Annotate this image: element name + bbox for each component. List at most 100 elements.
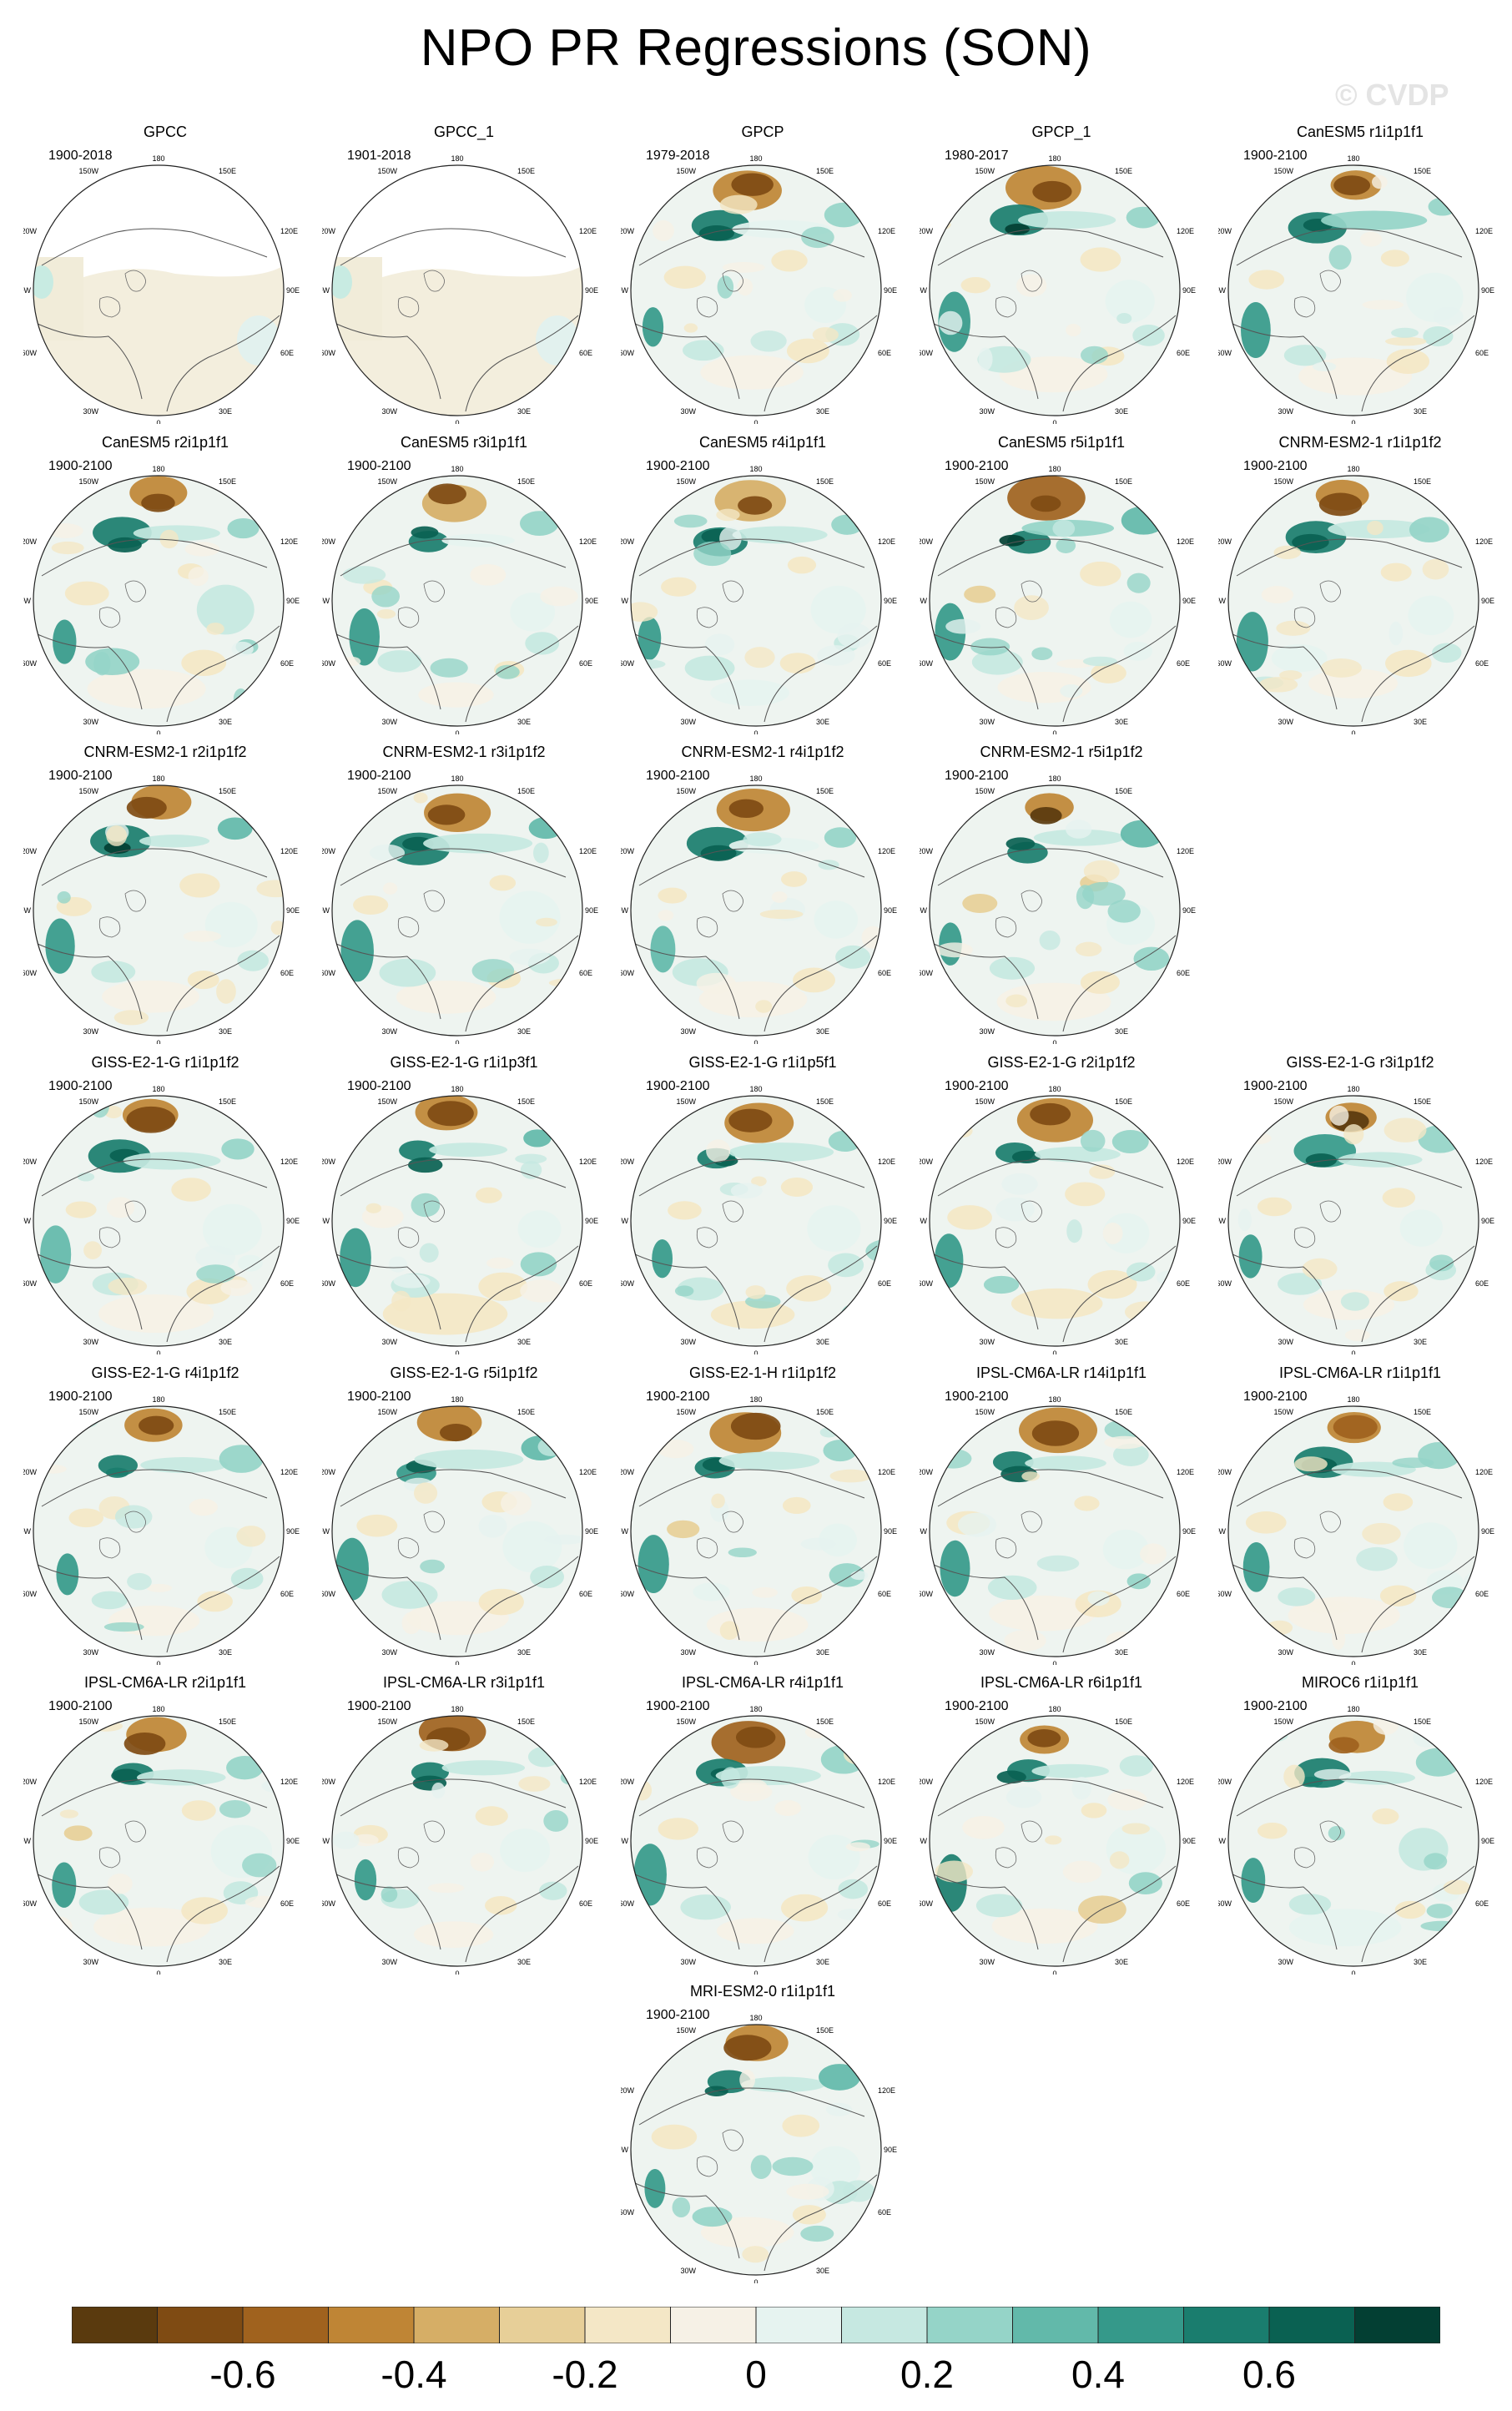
longitude-label: 180 — [1347, 1395, 1359, 1404]
colorbar-swatch — [1012, 2307, 1099, 2343]
longitude-label: 180 — [749, 1705, 762, 1713]
longitude-label: 30W — [680, 1958, 696, 1966]
longitude-label: 150E — [1115, 1408, 1132, 1416]
longitude-label: 60W — [920, 349, 933, 357]
longitude-label: 60E — [878, 349, 891, 357]
panel-period: 1900-2100 — [347, 1699, 411, 1713]
longitude-label: 60W — [23, 1279, 37, 1288]
polar-map: 180 150W 150E 120W 120E 90W 90E 60W 60E 30W 30E 0 — [621, 1705, 897, 1975]
longitude-label: 90W — [322, 597, 330, 605]
map-panel: MIROC6 r1i1p1f1 180 150W 150E 120W 120E 90W 90E… — [1218, 1674, 1502, 1975]
longitude-label: 0 — [156, 1349, 160, 1354]
longitude-label: 60E — [1475, 1279, 1489, 1288]
longitude-label: 0 — [156, 1970, 160, 1975]
map-panel: GISS-E2-1-H r1i1p1f2 180 150W 150E 120W 120E 9… — [621, 1364, 905, 1665]
longitude-label: 90W — [322, 286, 330, 295]
longitude-label: 60W — [322, 969, 335, 977]
longitude-label: 60E — [280, 349, 294, 357]
longitude-label: 120W — [621, 847, 635, 855]
longitude-label: 0 — [1052, 1660, 1056, 1665]
longitude-label: 60W — [920, 1590, 933, 1598]
longitude-label: 90E — [286, 906, 300, 915]
longitude-label: 120W — [920, 847, 934, 855]
longitude-label: 150W — [1273, 167, 1293, 175]
panel-title: IPSL-CM6A-LR r4i1p1f1 — [681, 1674, 844, 1691]
longitude-label: 30E — [1115, 718, 1128, 726]
longitude-label: 90W — [322, 1837, 330, 1845]
longitude-label: 0 — [1052, 1970, 1056, 1975]
polar-map: 180 150W 150E 120W 120E 90W 90E 60W 60E 30W 30E 0 — [920, 774, 1196, 1044]
longitude-label: 60W — [621, 1279, 634, 1288]
panel-period: 1900-2100 — [646, 769, 710, 783]
map-panel: IPSL-CM6A-LR r2i1p1f1 180 150W 150E 120W 120E… — [23, 1674, 307, 1975]
longitude-label: 120W — [920, 1468, 934, 1476]
longitude-label: 90W — [621, 2146, 628, 2154]
longitude-label: 120E — [280, 1468, 298, 1476]
longitude-label: 90E — [1481, 1837, 1494, 1845]
longitude-label: 60E — [1177, 1899, 1190, 1908]
longitude-label: 150W — [676, 1717, 696, 1726]
longitude-label: 90W — [920, 286, 927, 295]
longitude-label: 30W — [381, 1648, 397, 1657]
longitude-label: 150E — [816, 477, 834, 486]
longitude-label: 60W — [920, 1279, 933, 1288]
polar-map: 180 150W 150E 120W 120E 90W 90E 60W 60E 30W 30E 0 — [1218, 1085, 1494, 1354]
longitude-label: 90E — [585, 1527, 598, 1536]
longitude-label: 150E — [517, 1717, 535, 1726]
longitude-label: 60E — [280, 969, 294, 977]
longitude-label: 150W — [1273, 1717, 1293, 1726]
longitude-label: 90E — [884, 1527, 897, 1536]
longitude-label: 180 — [749, 1395, 762, 1404]
longitude-label: 90E — [1481, 1527, 1494, 1536]
colorbar-tick-label: 0 — [745, 2353, 767, 2396]
longitude-label: 0 — [156, 419, 160, 424]
longitude-label: 150E — [219, 787, 236, 795]
longitude-label: 90W — [920, 1217, 927, 1225]
colorbar-tick-label: -0.2 — [552, 2353, 618, 2396]
panel-title: GISS-E2-1-G r5i1p1f2 — [390, 1364, 538, 1381]
colorbar-swatch — [72, 2307, 158, 2343]
longitude-label: 120E — [1475, 1778, 1493, 1786]
map-panel: CanESM5 r1i1p1f1 180 150W 150E 120W 120E 90W 90… — [1218, 124, 1502, 424]
longitude-label: 60W — [621, 349, 634, 357]
longitude-label: 90E — [1182, 1837, 1196, 1845]
longitude-label: 150E — [1115, 1717, 1132, 1726]
longitude-label: 0 — [156, 1660, 160, 1665]
longitude-label: 60E — [579, 659, 592, 668]
longitude-label: 150E — [816, 787, 834, 795]
longitude-label: 60W — [322, 659, 335, 668]
longitude-label: 150E — [1414, 1717, 1431, 1726]
longitude-label: 60W — [920, 659, 933, 668]
longitude-label: 120E — [1177, 1468, 1194, 1476]
longitude-label: 150E — [1414, 1097, 1431, 1106]
longitude-label: 30E — [219, 1958, 232, 1966]
longitude-label: 0 — [156, 729, 160, 734]
longitude-label: 180 — [152, 1395, 164, 1404]
polar-map: 180 150W 150E 120W 120E 90W 90E 60W 60E 30W 30E 0 — [621, 774, 897, 1044]
longitude-label: 180 — [749, 774, 762, 783]
longitude-label: 120E — [579, 847, 597, 855]
longitude-label: 0 — [1052, 729, 1056, 734]
longitude-label: 0 — [753, 1660, 758, 1665]
map-panel: GISS-E2-1-G r2i1p1f2 180 150W 150E 120W 120E 9… — [920, 1054, 1203, 1354]
longitude-label: 60E — [1177, 969, 1190, 977]
longitude-label: 60E — [878, 1590, 891, 1598]
panel-title: IPSL-CM6A-LR r1i1p1f1 — [1278, 1364, 1442, 1381]
longitude-label: 120W — [23, 1778, 38, 1786]
map-panel: CNRM-ESM2-1 r4i1p1f2 180 150W 150E 120W 120E 9… — [621, 744, 905, 1044]
longitude-label: 120E — [878, 2086, 895, 2095]
longitude-label: 30W — [1278, 1958, 1293, 1966]
longitude-label: 0 — [455, 1349, 459, 1354]
longitude-label: 30E — [1115, 1958, 1128, 1966]
panel-title: GPCP — [741, 124, 784, 140]
panel-title: IPSL-CM6A-LR r14i1p1f1 — [975, 1364, 1147, 1381]
longitude-label: 120W — [1218, 1158, 1232, 1166]
longitude-label: 90E — [1481, 286, 1494, 295]
longitude-label: 30W — [979, 1958, 995, 1966]
colorbar-tick-label: 0.6 — [1242, 2353, 1296, 2396]
panel-period: 1900-2100 — [347, 459, 411, 473]
longitude-label: 30W — [1278, 407, 1293, 416]
longitude-label: 30E — [816, 1958, 829, 1966]
longitude-label: 60W — [1218, 1590, 1232, 1598]
longitude-label: 60E — [1177, 1279, 1190, 1288]
